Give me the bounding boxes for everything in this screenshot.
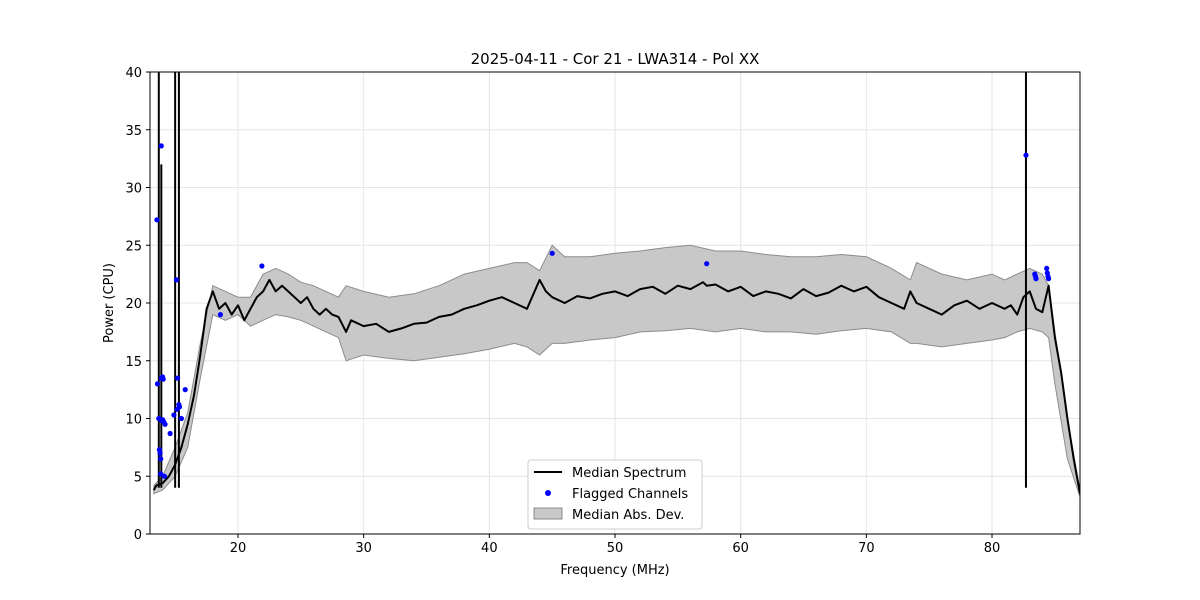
plot-area xyxy=(152,72,1080,498)
flagged-channel-point xyxy=(160,376,166,382)
y-tick-label: 40 xyxy=(125,66,142,81)
flagged-channel-point xyxy=(157,450,163,456)
flagged-channel-point xyxy=(171,412,177,418)
flagged-channel-point xyxy=(158,471,164,477)
flagged-channel-point xyxy=(217,312,223,318)
flagged-channel-point xyxy=(175,375,181,381)
flagged-channel-point xyxy=(259,263,265,269)
x-tick-label: 60 xyxy=(732,541,749,556)
flagged-channel-point xyxy=(704,261,710,267)
flagged-channel-point xyxy=(158,143,164,149)
flagged-channel-point xyxy=(1023,152,1029,158)
legend-flagged-swatch xyxy=(545,490,551,496)
flagged-channel-point xyxy=(173,277,179,283)
y-tick-label: 20 xyxy=(125,297,142,312)
flagged-channel-point xyxy=(1033,276,1039,282)
y-tick-label: 15 xyxy=(125,355,142,370)
flagged-channel-point xyxy=(162,421,168,427)
flagged-channel-point xyxy=(161,473,168,479)
legend-median-label: Median Spectrum xyxy=(572,466,686,481)
median-spectrum-line xyxy=(152,278,1080,494)
x-axis-label: Frequency (MHz) xyxy=(560,563,669,578)
y-tick-label: 35 xyxy=(125,124,142,139)
legend-flagged-label: Flagged Channels xyxy=(572,487,688,502)
x-tick-label: 80 xyxy=(984,541,1001,556)
flagged-channel-point xyxy=(549,250,555,256)
flagged-channel-point xyxy=(1044,265,1050,271)
y-tick-label: 0 xyxy=(134,528,142,543)
y-tick-label: 30 xyxy=(125,182,142,197)
flagged-channel-point xyxy=(182,387,188,393)
x-tick-label: 70 xyxy=(858,541,875,556)
flagged-channel-point xyxy=(178,415,184,422)
legend-mad-label: Median Abs. Dev. xyxy=(572,508,684,523)
x-tick-label: 30 xyxy=(355,541,372,556)
x-tick-label: 40 xyxy=(481,541,498,556)
legend-box xyxy=(527,459,703,530)
flagged-channel-point xyxy=(158,456,164,462)
x-tick-label: 50 xyxy=(607,541,624,556)
y-tick-label: 5 xyxy=(134,470,142,485)
chart-title: 2025-04-11 - Cor 21 - LWA314 - Pol XX xyxy=(471,50,760,68)
flagged-channel-point xyxy=(154,217,160,223)
y-tick-label: 25 xyxy=(125,239,142,254)
y-axis-label: Power (CPU) xyxy=(102,263,117,343)
flagged-channel-point xyxy=(154,381,161,387)
flagged-channel-point xyxy=(1046,276,1052,282)
axis-ticks: 20 30 40 50 60 70 80 0 5 10 15 20 25 30 35 40 xyxy=(125,66,1000,556)
legend-mad-swatch xyxy=(533,507,563,520)
legend: Median Spectrum Flagged Channels Median … xyxy=(527,459,703,530)
flagged-channel-point xyxy=(167,430,173,437)
mad-band xyxy=(153,244,1080,498)
x-tick-label: 20 xyxy=(230,541,247,556)
y-tick-label: 10 xyxy=(125,413,142,428)
flagged-channel-point xyxy=(176,404,183,410)
